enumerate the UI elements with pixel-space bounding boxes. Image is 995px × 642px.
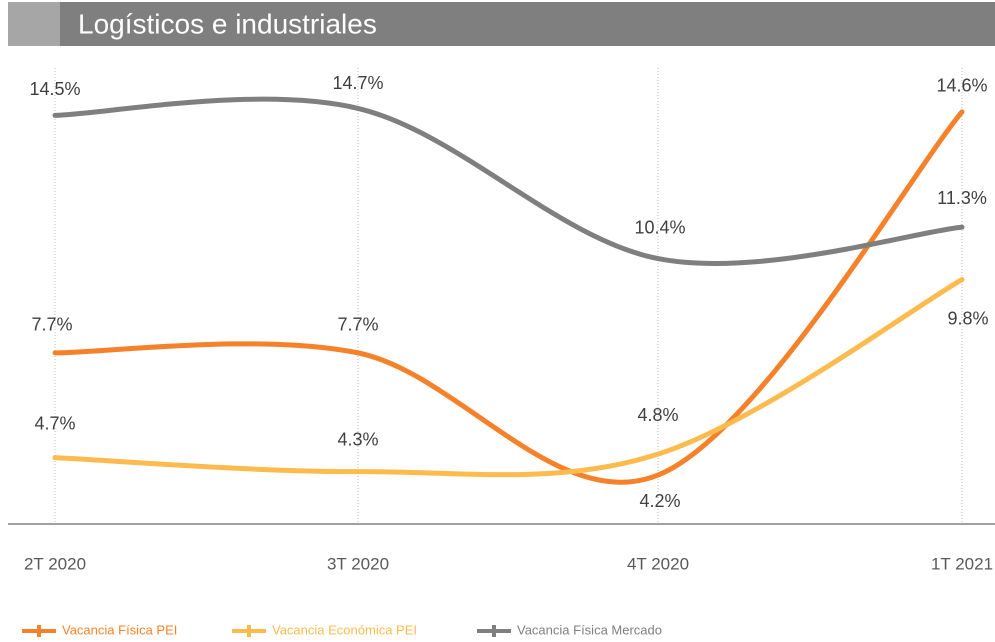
- data-label: 4.2%: [639, 491, 680, 511]
- data-label: 7.7%: [31, 315, 72, 335]
- legend-label: Vacancia Física PEI: [62, 622, 177, 637]
- data-label: 14.7%: [332, 73, 383, 93]
- data-label: 4.8%: [637, 405, 678, 425]
- title-square: [8, 2, 60, 46]
- data-label: 7.7%: [337, 315, 378, 335]
- data-label: 4.3%: [337, 429, 378, 449]
- data-label: 14.6%: [936, 76, 987, 96]
- data-label: 9.8%: [947, 308, 988, 328]
- x-tick-label: 3T 2020: [327, 554, 389, 573]
- x-tick-label: 1T 2021: [931, 554, 993, 573]
- title-bar: [8, 2, 995, 46]
- series-line: [52, 277, 965, 478]
- chart-title: Logísticos e industriales: [78, 8, 377, 39]
- x-tick-label: 2T 2020: [24, 554, 86, 573]
- data-label: 10.4%: [634, 217, 685, 237]
- series-line: [52, 96, 965, 266]
- data-label: 4.7%: [34, 413, 75, 433]
- data-label: 11.3%: [937, 188, 987, 208]
- data-label: 14.5%: [29, 79, 80, 99]
- legend-label: Vacancia Económica PEI: [272, 622, 417, 637]
- series-line: [52, 109, 965, 485]
- x-tick-label: 4T 2020: [627, 554, 689, 573]
- legend-label: Vacancia Física Mercado: [517, 622, 662, 637]
